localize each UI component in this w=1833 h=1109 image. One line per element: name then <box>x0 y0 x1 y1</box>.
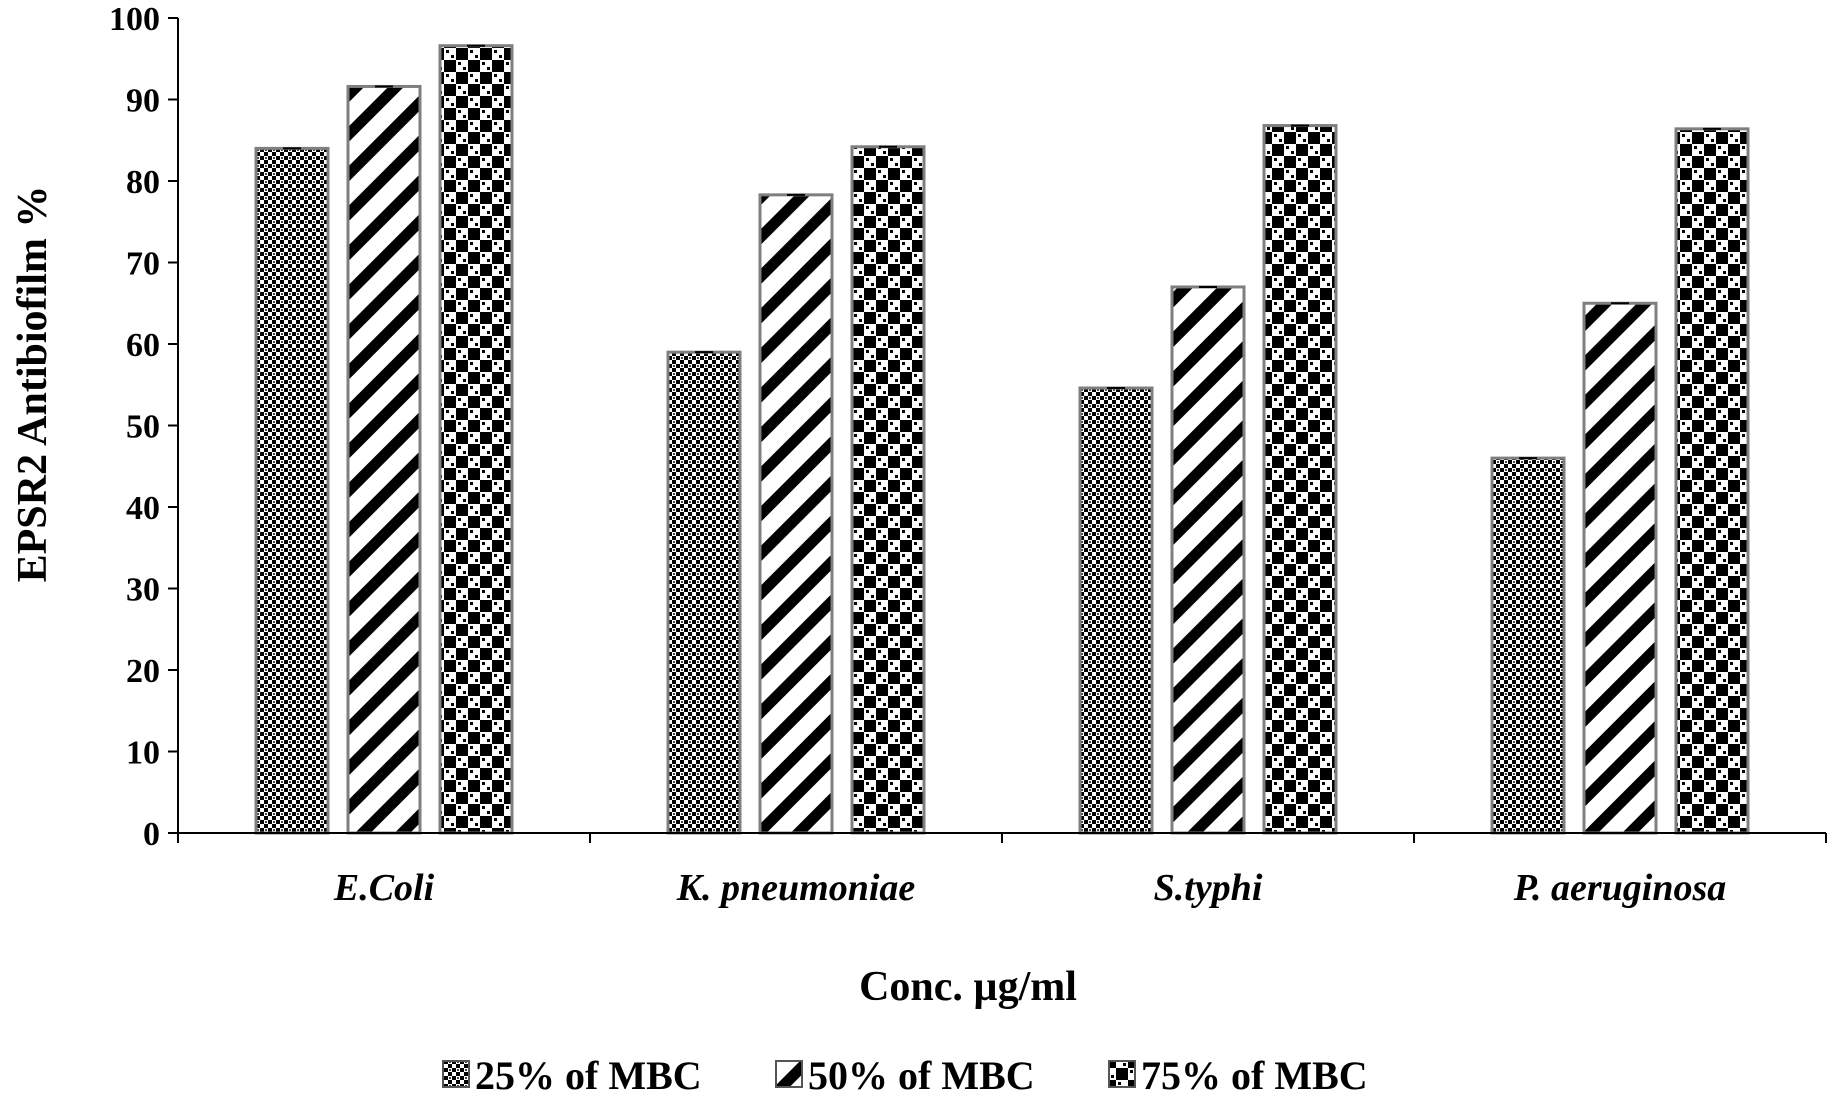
y-tick-label: 80 <box>126 164 160 201</box>
y-tick-label: 0 <box>143 816 160 853</box>
y-tick-label: 10 <box>126 735 160 772</box>
y-tick-label: 100 <box>109 1 160 38</box>
x-axis-category-labels: E.Coli K. pneumoniae S.typhi P. aeruginosa <box>333 867 1726 909</box>
legend-item: 50% of MBC <box>775 1053 1035 1098</box>
y-tick-label: 20 <box>126 653 160 690</box>
bar <box>346 84 422 835</box>
bar <box>1078 386 1154 835</box>
bar <box>254 146 330 835</box>
legend-swatch <box>775 1060 803 1088</box>
bar <box>758 193 834 835</box>
bar <box>1490 456 1566 835</box>
axes-layer <box>177 18 1827 843</box>
legend-label: 25% of MBC <box>475 1053 702 1098</box>
y-axis-ticks: 0 10 20 30 40 50 60 70 80 90 100 <box>109 1 178 853</box>
legend-label: 50% of MBC <box>808 1053 1035 1098</box>
x-category-label: S.typhi <box>1154 867 1263 909</box>
bars-layer <box>254 44 1750 835</box>
bar <box>1262 124 1338 835</box>
legend-item: 75% of MBC <box>1108 1053 1368 1098</box>
legend-swatch <box>442 1060 470 1088</box>
y-axis-title: EPSR2 Antibiofilm % <box>10 186 56 583</box>
x-category-label: E.Coli <box>333 867 435 909</box>
bar <box>1582 301 1658 835</box>
x-category-label: P. aeruginosa <box>1513 867 1727 909</box>
y-tick-label: 40 <box>126 490 160 527</box>
y-tick-label: 60 <box>126 327 160 364</box>
y-tick-label: 90 <box>126 83 160 120</box>
legend-label: 75% of MBC <box>1141 1053 1368 1098</box>
bar <box>1674 127 1750 835</box>
x-category-label: K. pneumoniae <box>676 867 916 909</box>
legend-swatch <box>1108 1060 1136 1088</box>
x-axis-title: Conc. µg/ml <box>859 964 1077 1010</box>
bar <box>850 145 926 835</box>
legend-item: 25% of MBC <box>442 1053 702 1098</box>
y-axis-title-group: EPSR2 Antibiofilm % <box>10 186 56 583</box>
legend: 25% of MBC 50% of MBC 75% of MBC <box>442 1053 1368 1098</box>
y-tick-label: 50 <box>126 409 160 446</box>
bar <box>1170 285 1246 835</box>
y-tick-label: 70 <box>126 246 160 283</box>
y-tick-label: 30 <box>126 572 160 609</box>
bar <box>666 350 742 835</box>
bar <box>438 44 514 835</box>
